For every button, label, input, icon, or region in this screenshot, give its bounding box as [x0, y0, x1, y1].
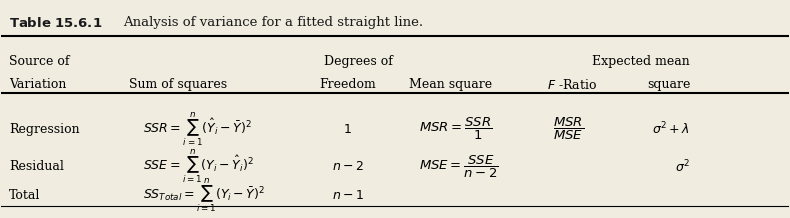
Text: Regression: Regression: [9, 123, 80, 136]
Text: $\sigma^2 + \lambda$: $\sigma^2 + \lambda$: [653, 121, 690, 138]
Text: Residual: Residual: [9, 160, 64, 173]
Text: $\sigma^2$: $\sigma^2$: [675, 158, 690, 175]
Text: $SSR = \sum_{i=1}^{n}(\hat{Y}_i - \bar{Y})^2$: $SSR = \sum_{i=1}^{n}(\hat{Y}_i - \bar{Y…: [143, 111, 252, 148]
Text: Degrees of: Degrees of: [324, 55, 393, 68]
Text: $n-2$: $n-2$: [332, 160, 363, 173]
Text: $SSE = \sum_{i=1}^{n}(Y_i - \hat{Y}_i)^2$: $SSE = \sum_{i=1}^{n}(Y_i - \hat{Y}_i)^2…: [143, 148, 254, 185]
Text: $F$ -Ratio: $F$ -Ratio: [547, 78, 597, 92]
Text: $SS_{Total} = \sum_{i=1}^{n}(Y_i - \bar{Y})^2$: $SS_{Total} = \sum_{i=1}^{n}(Y_i - \bar{…: [143, 177, 265, 214]
Text: Expected mean: Expected mean: [592, 55, 690, 68]
Text: Variation: Variation: [9, 78, 66, 91]
Text: square: square: [647, 78, 690, 91]
Text: Freedom: Freedom: [319, 78, 376, 91]
Text: Sum of squares: Sum of squares: [130, 78, 228, 91]
Text: Source of: Source of: [9, 55, 70, 68]
Text: $\bf{Table\ 15.6.1}$: $\bf{Table\ 15.6.1}$: [9, 16, 103, 30]
Text: $MSR = \dfrac{SSR}{1}$: $MSR = \dfrac{SSR}{1}$: [419, 116, 492, 142]
Text: Analysis of variance for a fitted straight line.: Analysis of variance for a fitted straig…: [123, 16, 423, 29]
Text: $1$: $1$: [344, 123, 352, 136]
Text: $\dfrac{MSR}{MSE}$: $\dfrac{MSR}{MSE}$: [553, 116, 584, 142]
Text: Total: Total: [9, 189, 40, 202]
Text: $MSE = \dfrac{SSE}{n-2}$: $MSE = \dfrac{SSE}{n-2}$: [419, 153, 498, 180]
Text: $n-1$: $n-1$: [332, 189, 363, 202]
Text: Mean square: Mean square: [408, 78, 491, 91]
